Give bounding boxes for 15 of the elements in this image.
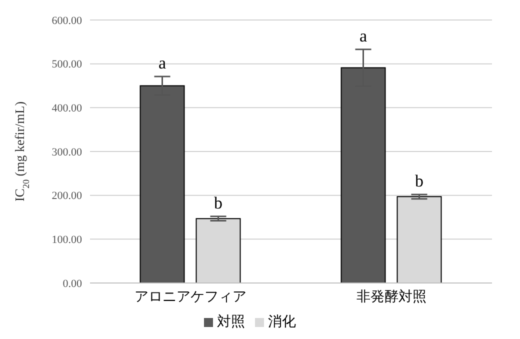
- y-tick-label: 100.00: [52, 234, 82, 246]
- y-tick-label: 200.00: [52, 190, 82, 202]
- y-tick-label: 600.00: [52, 14, 82, 27]
- x-tick-label: アロニアケフィア: [134, 288, 246, 305]
- data-label: b: [415, 171, 424, 190]
- legend-label: 対照: [217, 314, 245, 330]
- x-tick-label: 非発酵対照: [356, 288, 426, 305]
- y-tick-label: 400.00: [52, 102, 82, 115]
- data-label: b: [214, 193, 222, 212]
- data-label: a: [359, 26, 368, 46]
- y-tick-label: 0.00: [62, 278, 82, 290]
- y-tick-label: 300.00: [52, 146, 82, 158]
- data-label: a: [158, 54, 166, 73]
- legend-label: 消化: [268, 314, 296, 330]
- y-tick-label: 500.00: [52, 58, 82, 71]
